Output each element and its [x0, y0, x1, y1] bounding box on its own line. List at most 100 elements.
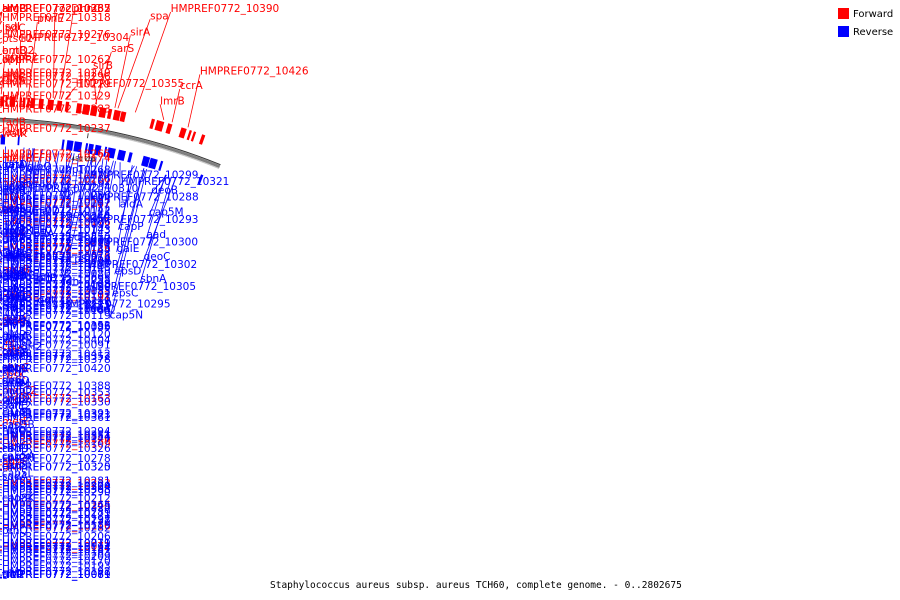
forward-feature-107 — [106, 108, 113, 120]
reverse-gene-label: nuoF — [2, 287, 28, 299]
backbone-arc-layer — [0, 117, 221, 169]
reverse-gene-label: HMPREF0772_10085 — [2, 321, 111, 333]
forward-gene-label: argB — [2, 3, 26, 15]
forward-feature-95 — [19, 97, 23, 108]
reverse-gene-label: xpt — [2, 250, 19, 262]
reverse-gene-label: HMPREF0772_10077 — [2, 234, 111, 246]
reverse-gene-label: rlp — [60, 187, 74, 199]
reverse-gene-label: treC — [2, 569, 24, 581]
reverse-gene-label: HMPREF0772_10295 — [62, 298, 171, 310]
forward-gene-leader — [59, 11, 74, 99]
reverse-gene-label: HMPREF0772_10179 — [2, 238, 111, 250]
reverse-gene-label: HMPREF0772_10305 — [87, 281, 196, 293]
reverse-gene-label: HMPREF0772_10081 — [2, 569, 111, 581]
reverse-gene-label: HMPREF0772_10200 — [2, 481, 111, 493]
reverse-gene-leader — [85, 161, 116, 313]
forward-gene-label: metE — [2, 416, 29, 428]
reverse-gene-label: HMPREF0772_10095 — [2, 273, 111, 285]
forward-gene-label: HMPREF0772_10276 — [2, 29, 111, 41]
reverse-gene-leader — [89, 156, 93, 201]
reverse-gene-label: gatC — [9, 248, 34, 260]
reverse-gene-label: HMPREF0772_10149 — [2, 265, 111, 277]
reverse-gene-label: mepA — [2, 253, 33, 265]
legend-label-reverse: Reverse — [853, 27, 893, 38]
reverse-gene-label: HMPREF0772_10119 — [2, 310, 111, 322]
forward-gene-label: HMPREF0772_10283 — [2, 103, 111, 115]
feature-glyph-layer — [0, 96, 206, 185]
reverse-gene-label: rlhA — [2, 269, 24, 281]
reverse-gene-leader — [29, 149, 43, 193]
reverse-gene-label: cap8I — [2, 460, 31, 472]
reverse-gene-label: est — [2, 362, 18, 374]
reverse-gene-label: HMPREF0772_10091 — [2, 339, 111, 351]
reverse-gene-label: lrgA — [2, 248, 24, 260]
reverse-gene-label: malC — [35, 250, 62, 262]
forward-feature-108 — [112, 109, 121, 121]
genome-caption: Staphylococcus aureus subsp. aureus TCH6… — [270, 580, 682, 591]
forward-gene-leader — [92, 69, 97, 105]
reverse-gene-label: gutB — [2, 225, 27, 237]
reverse-gene-leader — [140, 176, 172, 283]
reverse-gene-label: HMPREF0772_10171 — [2, 509, 111, 521]
gene-label-layer: HMPREF0772_10072HMPREF0772_10116HMPREF07… — [2, 3, 309, 581]
forward-feature-115 — [190, 131, 197, 142]
reverse-gene-label: HMPREF0772_10268 — [2, 164, 111, 176]
forward-gene-label: ulaA — [2, 228, 26, 240]
reverse-gene-leader — [60, 153, 75, 219]
reverse-gene-label: HMPREF0772_10354 — [2, 431, 111, 443]
forward-gene-label: HMPREF0772_10262 — [2, 54, 111, 66]
reverse-gene-leader — [52, 150, 59, 174]
reverse-gene-label: HMPREF0772_10282 — [2, 522, 111, 534]
reverse-gene-label: lplA — [2, 217, 22, 229]
forward-gene-leader — [0, 79, 3, 86]
reverse-gene-leader — [35, 149, 48, 260]
forward-feature-93 — [5, 96, 8, 107]
reverse-gene-label: HMPREF0772_10250 — [2, 232, 111, 244]
reverse-gene-label: HMPREF0772_10122 — [2, 206, 111, 218]
forward-feature-109 — [119, 111, 127, 123]
forward-gene-label: phnE — [37, 13, 64, 25]
backbone-edge-outer — [0, 117, 221, 166]
reverse-gene-label: ggt — [38, 295, 55, 307]
reverse-gene-label: HMPREF0772_10320 — [2, 462, 111, 474]
forward-feature-102 — [64, 101, 70, 112]
reverse-gene-label: rpsR — [2, 266, 26, 278]
reverse-gene-leader — [61, 155, 91, 263]
reverse-gene-label: HMPREF0772_10094 — [2, 255, 111, 267]
forward-gene-label: HMPREF0772_10176 — [2, 217, 111, 229]
reverse-gene-label: HMPREF0772_10225 — [2, 300, 111, 312]
reverse-gene-label: esaA — [2, 271, 28, 283]
reverse-gene-label: galE — [117, 243, 140, 255]
reverse-gene-label: HMPREF0772_10080 — [2, 268, 111, 280]
reverse-gene-label: HMPREF0772_10308 — [2, 484, 111, 496]
reverse-feature-91 — [61, 139, 65, 150]
reverse-feature-103 — [158, 160, 164, 171]
reverse-gene-label: HMPREF0772_10152 — [2, 320, 111, 332]
forward-gene-label: tatC — [2, 345, 24, 357]
reverse-gene-label: ocd2 — [2, 394, 28, 406]
reverse-gene-label: cap5M — [149, 207, 184, 219]
forward-gene-label: ccrA — [180, 80, 204, 92]
reverse-gene-label: HMPREF0772_10145 — [2, 262, 111, 274]
reverse-gene-label: HMPREF0772_10150 — [2, 281, 111, 293]
reverse-gene-leader — [88, 158, 104, 268]
reverse-gene-label: pfoR — [2, 185, 26, 197]
reverse-gene-label: HMPREF0772_10189 — [2, 519, 111, 531]
reverse-gene-label: set4 — [2, 268, 25, 280]
reverse-gene-label: lytR — [2, 291, 23, 303]
forward-gene-leader — [0, 60, 5, 95]
reverse-gene-label: HMPREF0772_10404 — [2, 334, 111, 346]
forward-gene-label: HMPREF0772_10126 — [2, 242, 111, 254]
reverse-gene-label: lrgB — [2, 226, 23, 238]
forward-feature-100 — [47, 99, 55, 111]
legend-swatch-forward — [838, 8, 849, 19]
reverse-gene-leader — [89, 157, 97, 224]
reverse-gene-label: HMPREF0772_10144 — [2, 244, 111, 256]
reverse-gene-label: guaB — [2, 347, 29, 359]
reverse-feature-101 — [141, 155, 151, 168]
reverse-gene-label: HMPREF0772_10259 — [2, 296, 111, 308]
reverse-gene-label: metC — [2, 331, 30, 343]
reverse-gene-label: esaB — [2, 250, 28, 262]
forward-feature-114 — [186, 130, 192, 141]
reverse-gene-label: fdh — [62, 276, 79, 288]
